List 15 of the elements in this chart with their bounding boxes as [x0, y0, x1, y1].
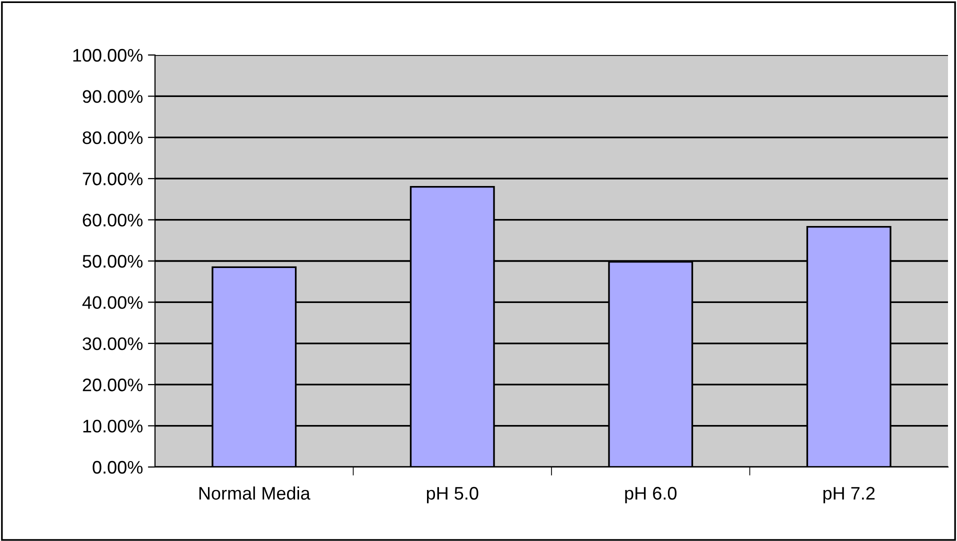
y-tick-label: 30.00%	[82, 337, 143, 350]
x-tick-label: pH 5.0	[426, 486, 478, 504]
x-tick-label: Normal Media	[199, 486, 310, 500]
y-tick-label: 50.00%	[82, 254, 143, 268]
x-tick-label: pH 7.2	[823, 486, 875, 504]
y-tick-label: 0.00%	[92, 460, 143, 474]
y-tick-label: 20.00%	[82, 378, 143, 392]
y-tick-label: 10.00%	[83, 420, 143, 433]
y-tick-label: 70.00%	[82, 172, 143, 186]
y-tick-label: 100.00%	[73, 48, 143, 62]
y-tick-label: 40.00%	[82, 296, 143, 309]
y-tick-label: 60.00%	[82, 214, 143, 227]
y-tick-label: 90.00%	[82, 90, 143, 103]
x-tick-label: pH 6.0	[625, 486, 677, 504]
y-tick-label: 80.00%	[82, 131, 143, 144]
